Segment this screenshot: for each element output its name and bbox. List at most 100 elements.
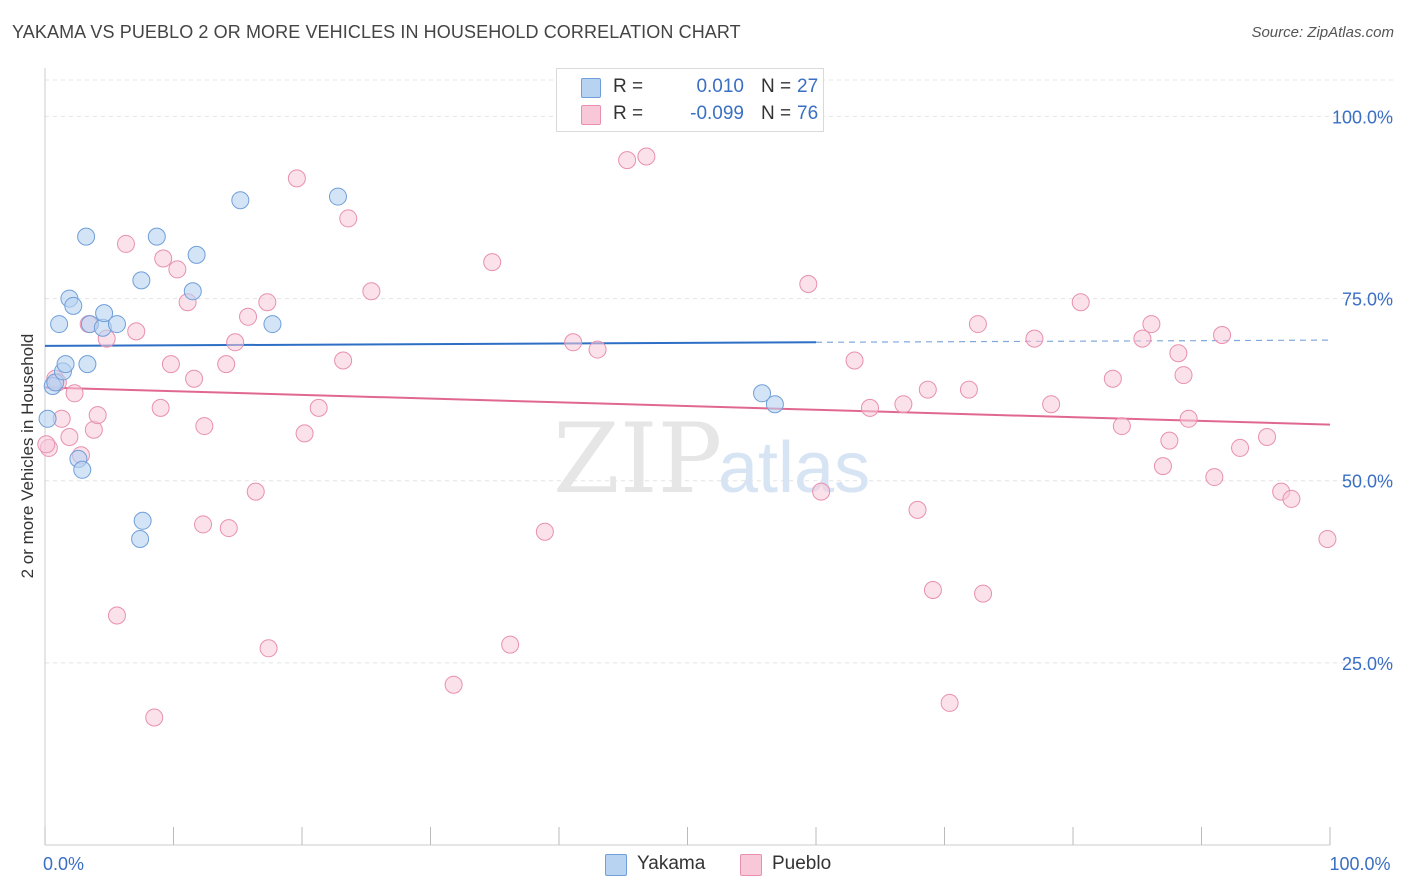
- pueblo-point: [974, 584, 993, 603]
- pueblo-point: [535, 522, 554, 541]
- pueblo-swatch: [581, 105, 601, 125]
- axes: [44, 68, 1331, 846]
- correlation-legend: R = 0.010 N = 27 R = -0.099 N = 76: [556, 68, 824, 132]
- pueblo-point: [226, 333, 245, 352]
- pueblo-point: [860, 398, 879, 417]
- pueblo-legend-label: Pueblo: [772, 853, 832, 874]
- pueblo-point: [501, 635, 520, 654]
- legend-r-label: R =: [613, 76, 644, 97]
- pueblo-point: [1231, 438, 1250, 457]
- pueblo-point: [334, 351, 353, 370]
- x-tick-label: 0.0%: [43, 854, 84, 874]
- pueblo-point: [959, 380, 978, 399]
- pueblo-point: [161, 355, 180, 374]
- pueblo-point: [195, 417, 214, 436]
- pueblo-point: [845, 351, 864, 370]
- pueblo-point: [968, 315, 987, 334]
- pueblo-point: [1160, 431, 1179, 450]
- yakama-point: [147, 227, 166, 246]
- pueblo-trend-line: [44, 386, 1331, 426]
- pueblo-point: [116, 234, 135, 253]
- yakama-point: [132, 271, 151, 290]
- pueblo-point: [168, 260, 187, 279]
- pueblo-point: [1213, 326, 1232, 344]
- pueblo-point: [239, 307, 258, 326]
- pueblo-point: [1174, 366, 1193, 385]
- yakama-point: [133, 511, 152, 530]
- pueblo-point: [940, 693, 959, 712]
- pueblo-legend-swatch: [740, 854, 762, 876]
- yakama-point: [78, 355, 97, 374]
- y-tick-label: 75.0%: [1342, 290, 1393, 310]
- pueblo-point: [1142, 315, 1161, 334]
- trend-lines: [44, 339, 1331, 426]
- pueblo-point: [127, 322, 146, 341]
- pueblo-point: [88, 406, 107, 425]
- y-axis-label: 2 or more Vehicles in Household: [18, 334, 37, 579]
- yakama-point: [231, 191, 250, 210]
- yakama-legend-swatch: [605, 854, 627, 876]
- pueblo-point: [1169, 344, 1188, 363]
- pueblo-point: [246, 482, 265, 501]
- pueblo-point: [799, 275, 818, 293]
- yakama-point: [187, 245, 206, 264]
- yakama-point: [131, 530, 150, 548]
- pueblo-point: [217, 355, 236, 374]
- legend-r-value: -0.099: [690, 103, 744, 124]
- pueblo-point: [339, 209, 358, 228]
- legend-n-label: N =: [761, 103, 792, 124]
- yakama-point: [56, 355, 75, 374]
- chart-title: YAKAMA VS PUEBLO 2 OR MORE VEHICLES IN H…: [12, 22, 741, 42]
- yakama-point: [73, 460, 92, 479]
- yakama-point: [77, 227, 96, 246]
- pueblo-point: [1318, 530, 1337, 548]
- pueblo-point: [812, 482, 831, 501]
- pueblo-point: [107, 606, 126, 625]
- pueblo-point: [1103, 369, 1122, 388]
- pueblo-point: [65, 384, 84, 403]
- watermark-zip: ZIP: [553, 403, 722, 515]
- y-tick-label: 50.0%: [1342, 472, 1393, 492]
- pueblo-point: [145, 708, 164, 727]
- pueblo-point: [37, 435, 56, 454]
- pueblo-point: [444, 675, 463, 694]
- pueblo-point: [483, 253, 502, 272]
- pueblo-point: [908, 500, 927, 519]
- pueblo-point: [219, 519, 238, 538]
- yakama-point: [753, 384, 772, 403]
- pueblo-point: [151, 398, 170, 417]
- legend-n-label: N =: [761, 76, 792, 97]
- pueblo-point: [923, 581, 942, 599]
- yakama-point: [107, 315, 126, 334]
- pueblo-point: [194, 515, 213, 534]
- pueblo-point: [1153, 457, 1172, 476]
- pueblo-point: [1258, 428, 1277, 446]
- yakama-swatch: [581, 78, 601, 98]
- legend-n-value: 27: [797, 76, 819, 97]
- legend-r-value: 0.010: [696, 76, 744, 97]
- x-tick-label: 100.0%: [1329, 854, 1390, 874]
- yakama-point: [64, 296, 83, 315]
- pueblo-point: [918, 380, 937, 399]
- yakama-point: [38, 409, 57, 428]
- pueblo-point: [1179, 409, 1198, 428]
- pueblo-point: [618, 151, 637, 170]
- pueblo-point: [309, 398, 328, 417]
- yakama-point: [328, 187, 347, 206]
- tick-labels: 25.0% 50.0% 75.0% 100.0% 0.0% 100.0%: [43, 107, 1393, 874]
- pueblo-point: [1042, 395, 1061, 414]
- pueblo-point: [362, 282, 381, 301]
- grid-lines: [45, 79, 1395, 664]
- pueblo-point: [564, 333, 583, 352]
- yakama-point: [263, 315, 282, 334]
- pueblo-point: [1025, 329, 1044, 348]
- pueblo-point: [1282, 489, 1301, 508]
- pueblo-point: [154, 249, 173, 268]
- pueblo-point: [295, 424, 314, 443]
- yakama-point: [95, 304, 114, 323]
- pueblo-point: [1205, 468, 1224, 487]
- y-tick-label: 25.0%: [1342, 654, 1393, 674]
- pueblo-point: [637, 147, 656, 166]
